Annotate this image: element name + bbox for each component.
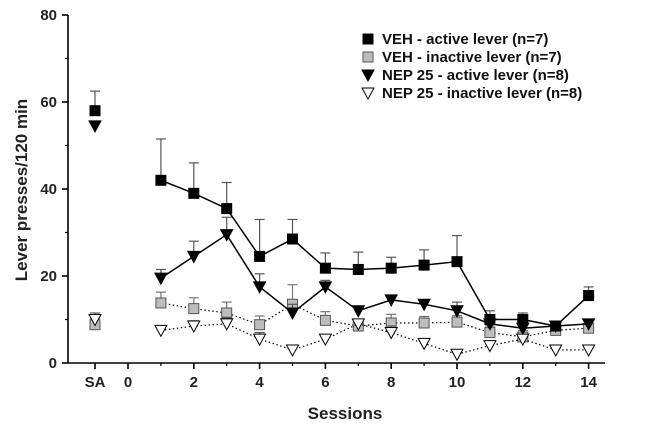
data-point — [550, 320, 562, 332]
y-tick-label: 40 — [40, 181, 57, 198]
data-point — [483, 340, 497, 353]
data-point — [285, 344, 300, 357]
data-point — [351, 318, 366, 331]
data-point — [188, 187, 200, 199]
data-point — [319, 314, 331, 326]
data-point — [219, 229, 234, 242]
data-point — [418, 259, 430, 271]
data-point — [450, 348, 464, 362]
data-point — [418, 317, 430, 329]
legend-marker — [362, 33, 374, 45]
data-point — [155, 174, 167, 186]
x-tick-label: SA — [85, 374, 106, 391]
series-line — [160, 323, 589, 355]
data-point — [451, 316, 463, 328]
data-point — [351, 305, 366, 318]
x-tick-label: 4 — [255, 374, 264, 391]
legend-marker — [362, 51, 374, 63]
legend-marker — [361, 69, 375, 83]
data-point — [188, 303, 200, 315]
data-point — [352, 263, 364, 275]
data-point — [384, 327, 399, 340]
sa-data-point — [88, 314, 102, 327]
data-point — [451, 256, 463, 268]
data-point — [450, 305, 464, 318]
legend-label: VEH - active lever (n=7) — [382, 31, 548, 48]
x-tick-label: 12 — [514, 374, 531, 391]
data-point — [254, 319, 266, 331]
sa-data-point — [88, 120, 102, 133]
data-point — [221, 203, 233, 215]
series-line — [160, 179, 590, 327]
series-3 — [88, 312, 596, 362]
data-point — [318, 281, 333, 294]
legend: VEH - active lever (n=7)VEH - inactive l… — [361, 31, 582, 102]
data-point — [287, 233, 298, 245]
legend-label: VEH - inactive lever (n=7) — [382, 49, 562, 66]
x-tick-label: 14 — [580, 374, 597, 391]
data-point — [219, 318, 234, 331]
x-tick-label: 8 — [387, 374, 395, 391]
legend-marker — [361, 87, 375, 101]
data-point — [384, 294, 399, 307]
series-layer — [88, 90, 596, 362]
legend-label: NEP 25 - inactive lever (n=8) — [382, 85, 582, 102]
data-point — [548, 344, 563, 357]
data-point — [186, 250, 201, 264]
data-point — [581, 344, 596, 357]
data-point — [155, 297, 167, 309]
series-0 — [89, 90, 595, 332]
sa-data-point — [89, 105, 101, 117]
data-point — [318, 333, 333, 347]
tick-labels: 0 20 40 60 80 SA 0 2 4 6 8 10 12 14 — [40, 7, 597, 391]
data-point — [581, 318, 596, 331]
data-point — [252, 281, 267, 294]
y-tick-label: 80 — [40, 7, 57, 24]
data-point — [285, 307, 300, 321]
y-tick-label: 0 — [49, 355, 57, 372]
x-tick-label: 0 — [124, 374, 132, 391]
data-point — [154, 272, 168, 286]
data-point — [154, 324, 168, 338]
data-point — [252, 333, 267, 347]
x-tick-label: 10 — [449, 374, 466, 391]
data-point — [583, 290, 595, 302]
series-line — [160, 233, 589, 329]
data-point — [385, 262, 397, 274]
data-point — [254, 250, 266, 262]
data-point — [186, 320, 201, 334]
legend-label: NEP 25 - active lever (n=8) — [382, 67, 569, 84]
data-point — [417, 298, 431, 312]
y-tick-label: 20 — [40, 268, 57, 285]
data-point — [319, 262, 331, 274]
data-point — [417, 337, 431, 351]
data-point — [221, 307, 233, 319]
y-tick-label: 60 — [40, 94, 57, 111]
data-point — [517, 314, 529, 325]
x-tick-label: 2 — [190, 374, 198, 391]
axes — [62, 14, 605, 369]
x-tick-label: 6 — [321, 374, 329, 391]
y-axis-title: Lever presses/120 min — [12, 99, 31, 281]
x-axis-title: Sessions — [308, 404, 383, 423]
data-point — [484, 314, 496, 325]
